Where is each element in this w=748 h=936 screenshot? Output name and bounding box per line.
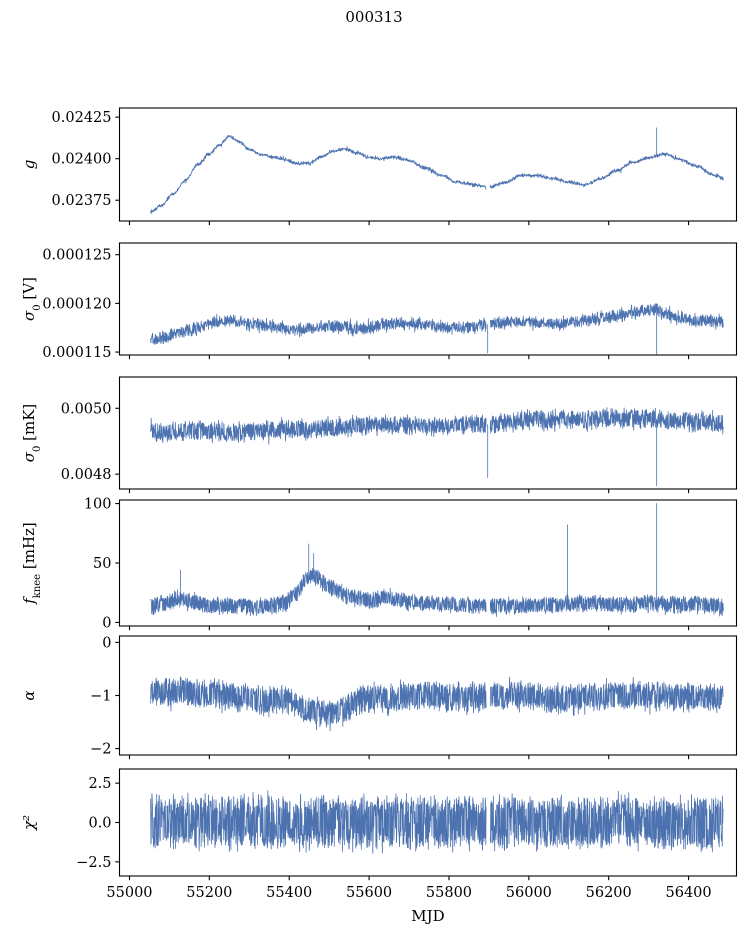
data-series-f_knee: [150, 503, 724, 617]
y-ticklabel-alpha-0: −2: [90, 742, 111, 758]
y-axis-label-sigma0_mK: σ0 [mK]: [20, 404, 43, 463]
y-ticklabel-gain-0: 0.02375: [52, 193, 112, 209]
y-ticklabel-f_knee-2: 100: [84, 497, 112, 513]
y-axis-label-alpha: α: [20, 690, 38, 700]
y-ticklabel-gain-1: 0.02400: [52, 152, 112, 168]
y-ticklabel-alpha-1: −1: [90, 689, 111, 705]
x-ticklabel-6: 56200: [586, 885, 632, 901]
panel-frame: [118, 242, 738, 356]
data-series-sigma0_mK: [150, 407, 724, 487]
y-axis-label-chi2: χ²: [20, 815, 38, 831]
x-axis-label: MJD: [411, 907, 444, 925]
y-ticklabel-sigma0_mK-0: 0.0048: [61, 467, 112, 483]
svg-text:σ0 [V]: σ0 [V]: [20, 277, 43, 321]
y-axis-label-sigma0_volts: σ0 [V]: [20, 277, 43, 321]
panel-frame: [118, 107, 738, 222]
data-series-alpha: [150, 676, 724, 732]
x-ticklabel-0: 55000: [106, 885, 152, 901]
y-ticklabel-gain-2: 0.02425: [52, 110, 112, 126]
y-ticklabel-f_knee-1: 50: [93, 556, 111, 572]
panel-sigma0_mK: 0.0048 0.0050 σ0 [mK]: [20, 376, 738, 494]
y-ticklabel-sigma0_volts-2: 0.000125: [42, 248, 111, 264]
panel-f_knee: 0 50 100 fknee [mHz]: [20, 497, 738, 631]
figure-title: 000313: [345, 8, 403, 26]
svg-text:fknee [mHz]: fknee [mHz]: [20, 522, 43, 605]
x-ticklabel-3: 55600: [346, 885, 392, 901]
x-ticklabel-5: 56000: [506, 885, 552, 901]
panel-gain: 0.02375 0.02400 0.02425 g: [20, 107, 738, 226]
panel-sigma0_volts: 0.000115 0.000120 0.000125 σ0 [V]: [20, 242, 738, 361]
y-ticklabel-sigma0_volts-1: 0.000120: [42, 296, 111, 312]
x-ticklabel-1: 55200: [186, 885, 232, 901]
svg-text:α: α: [20, 690, 38, 700]
data-series-chi2: [150, 790, 724, 854]
y-ticklabel-sigma0_mK-1: 0.0050: [61, 401, 112, 417]
svg-text:g: g: [20, 160, 38, 170]
y-ticklabel-f_knee-0: 0: [102, 615, 111, 631]
panel-chi2: −2.5 0.0 2.5 55000 55200 55400 55600 55800 56000…: [20, 768, 738, 901]
x-ticklabel-2: 55400: [266, 885, 312, 901]
panel-alpha: −2 −1 0 α: [20, 635, 738, 760]
data-series-sigma0_volts: [150, 302, 724, 355]
y-ticklabel-chi2-2: 2.5: [88, 776, 111, 792]
x-ticklabel-7: 56400: [666, 885, 712, 901]
x-ticklabel-4: 55800: [426, 885, 472, 901]
y-axis-label-gain: g: [20, 160, 38, 170]
y-ticklabel-sigma0_volts-0: 0.000115: [42, 345, 111, 361]
y-axis-label-f_knee: fknee [mHz]: [20, 522, 43, 605]
svg-text:χ²: χ²: [20, 815, 38, 831]
y-ticklabel-chi2-0: −2.5: [76, 855, 111, 871]
y-ticklabel-chi2-1: 0.0: [88, 816, 111, 832]
data-series-gain: [150, 127, 724, 215]
svg-text:σ0 [mK]: σ0 [mK]: [20, 404, 43, 463]
panel-frame: [118, 376, 738, 490]
y-ticklabel-alpha-2: 0: [102, 635, 111, 651]
